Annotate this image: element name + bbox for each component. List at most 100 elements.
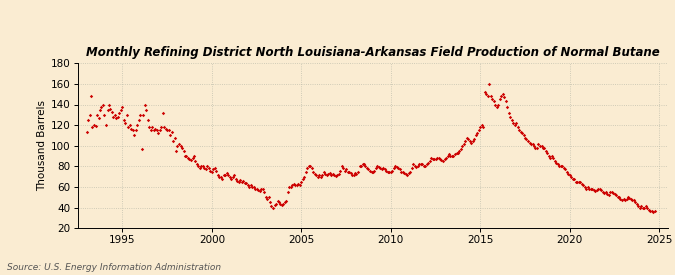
Point <box>420 164 431 169</box>
Point <box>244 185 254 189</box>
Point <box>132 123 142 127</box>
Point <box>360 164 371 169</box>
Point <box>266 204 277 208</box>
Point <box>503 111 514 115</box>
Point <box>305 164 316 169</box>
Point <box>286 185 296 189</box>
Point <box>142 118 153 122</box>
Point <box>342 169 353 174</box>
Point <box>536 144 547 148</box>
Point <box>335 168 346 173</box>
Point <box>587 187 597 191</box>
Point <box>247 185 258 189</box>
Point <box>272 199 283 204</box>
Point <box>626 197 637 202</box>
Point <box>95 108 105 112</box>
Point <box>509 123 520 127</box>
Point <box>441 156 452 160</box>
Point <box>542 151 553 155</box>
Point <box>583 185 593 189</box>
Point <box>327 171 338 176</box>
Point <box>236 180 247 184</box>
Point <box>439 157 450 161</box>
Point <box>643 207 654 212</box>
Point <box>275 201 286 206</box>
Point <box>497 92 508 97</box>
Point <box>549 159 560 163</box>
Point <box>609 192 620 196</box>
Point <box>493 102 504 107</box>
Point <box>570 180 581 184</box>
Point <box>183 156 194 160</box>
Point <box>214 175 225 179</box>
Point <box>178 149 189 153</box>
Point <box>306 166 317 170</box>
Point <box>211 168 221 173</box>
Point <box>406 166 417 170</box>
Point <box>321 172 332 177</box>
Point <box>313 175 323 179</box>
Point <box>429 157 439 161</box>
Point <box>551 161 562 166</box>
Point <box>260 195 271 200</box>
Point <box>219 172 230 177</box>
Point <box>411 165 422 170</box>
Point <box>611 193 622 197</box>
Point <box>265 200 275 205</box>
Point <box>245 183 256 187</box>
Point <box>385 169 396 174</box>
Point <box>273 200 284 205</box>
Point <box>159 125 169 130</box>
Point <box>416 162 427 166</box>
Point <box>408 162 418 166</box>
Point <box>156 125 167 130</box>
Point <box>447 154 458 158</box>
Point <box>573 180 584 184</box>
Point <box>135 113 146 117</box>
Point <box>254 189 265 193</box>
Point <box>130 128 141 133</box>
Point <box>515 130 526 134</box>
Point <box>229 172 240 177</box>
Point <box>341 167 352 172</box>
Point <box>384 169 395 174</box>
Point <box>634 205 645 210</box>
Point <box>363 167 374 172</box>
Point <box>457 144 468 148</box>
Point <box>205 168 216 173</box>
Point <box>284 185 295 189</box>
Point <box>323 171 333 176</box>
Point <box>369 168 380 173</box>
Point <box>636 204 647 208</box>
Point <box>154 128 165 133</box>
Point <box>557 164 568 169</box>
Point <box>162 128 173 133</box>
Point <box>404 170 414 175</box>
Point <box>450 152 460 156</box>
Point <box>251 187 262 191</box>
Point <box>375 166 386 170</box>
Point <box>412 164 423 169</box>
Point <box>357 162 368 166</box>
Point <box>207 169 217 174</box>
Point <box>298 177 308 181</box>
Point <box>326 172 337 177</box>
Point <box>477 123 487 127</box>
Point <box>241 181 252 185</box>
Point <box>572 180 583 184</box>
Point <box>103 102 114 107</box>
Point <box>315 175 326 179</box>
Point <box>584 187 595 191</box>
Point <box>300 169 311 174</box>
Point <box>414 162 425 166</box>
Point <box>566 175 576 179</box>
Y-axis label: Thousand Barrels: Thousand Barrels <box>36 100 47 191</box>
Point <box>633 204 644 208</box>
Point <box>171 149 182 153</box>
Point <box>124 123 135 127</box>
Point <box>348 172 359 177</box>
Point <box>290 183 301 187</box>
Point <box>180 154 190 158</box>
Point <box>622 195 633 200</box>
Point <box>115 108 126 112</box>
